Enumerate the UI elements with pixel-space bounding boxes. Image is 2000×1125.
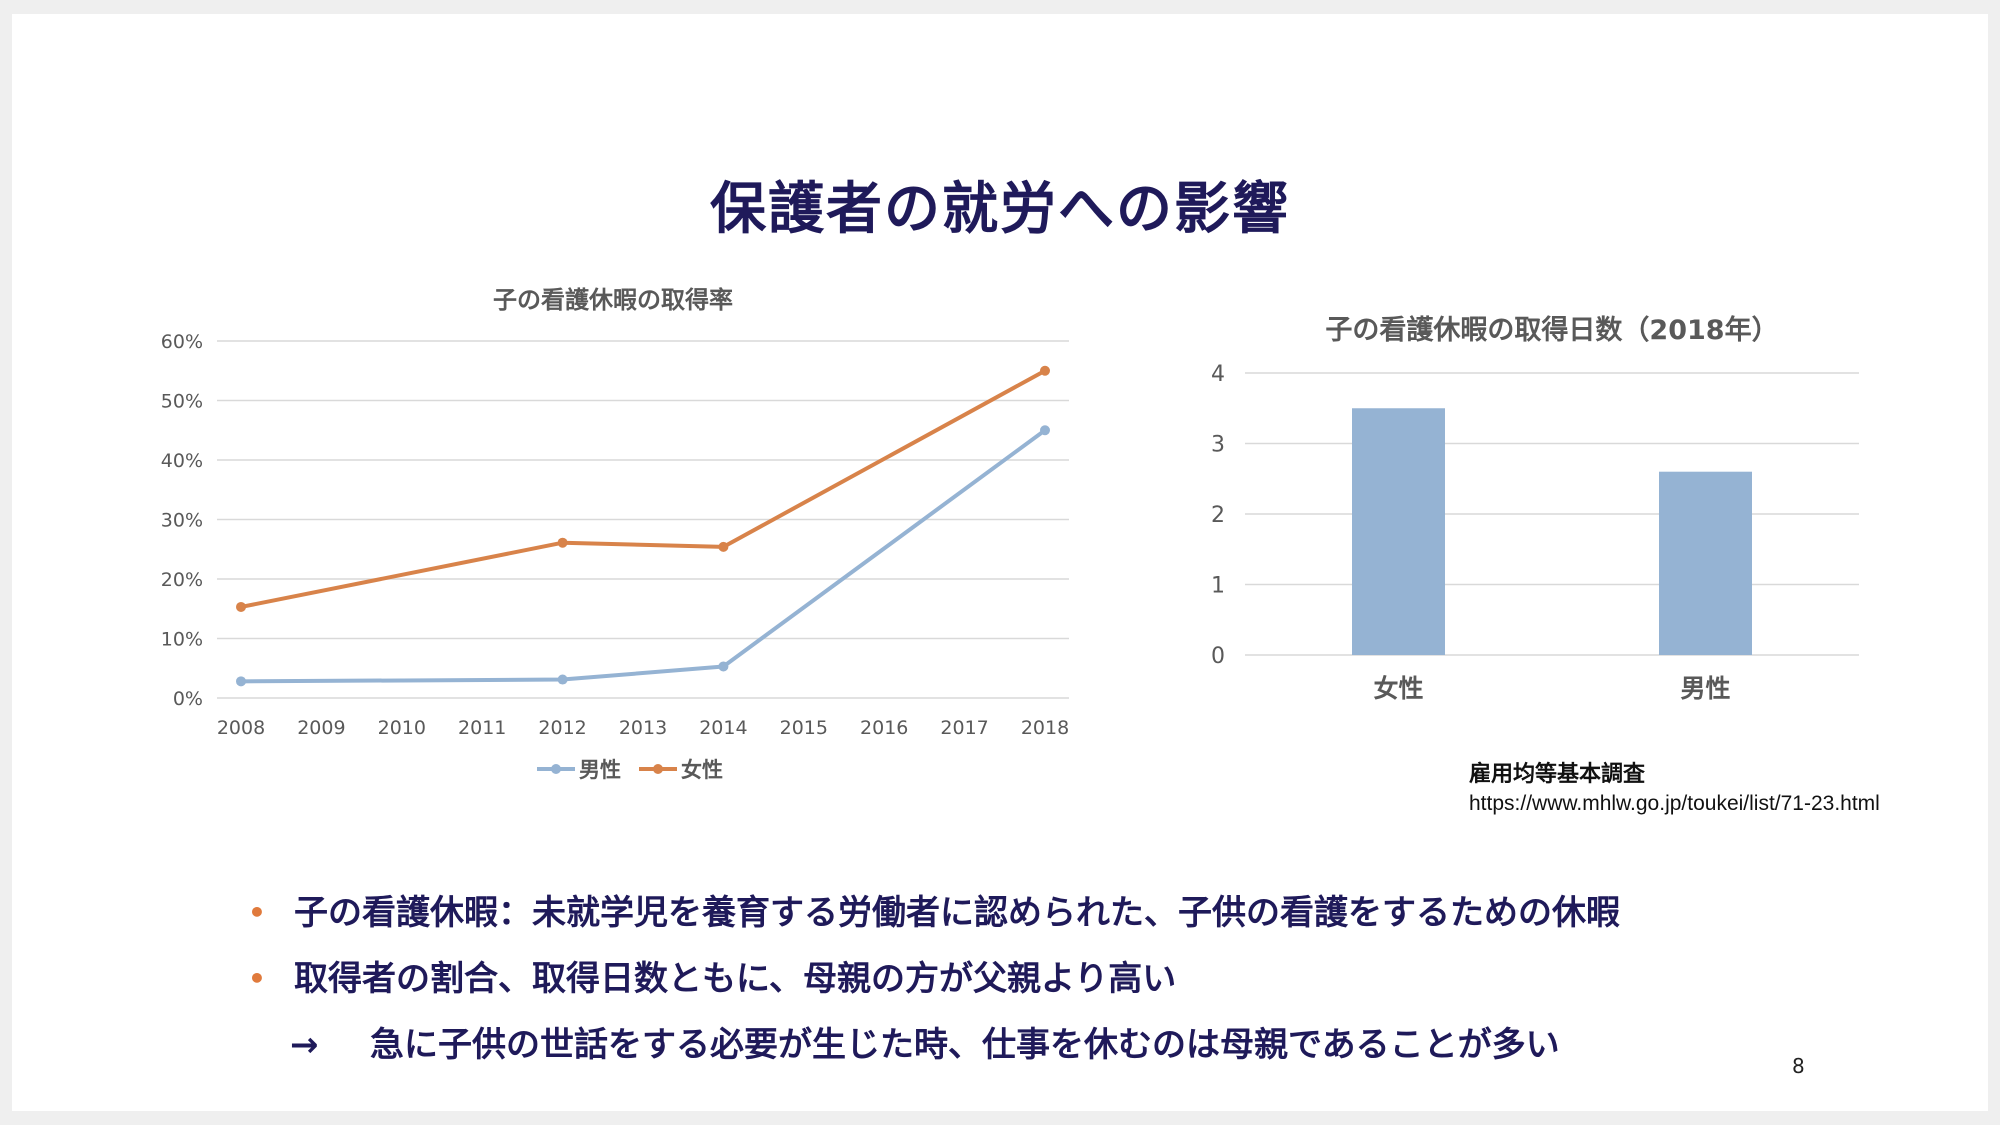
bar-chart-x-tick-label: 女性 [1373,674,1423,703]
source-name: 雇用均等基本調査 [1469,761,1646,786]
line-data-point [557,674,568,685]
bar-chart-title: 子の看護休暇の取得日数（2018年） [1325,314,1778,346]
line-data-point [1040,425,1050,436]
line-chart-y-tick-label: 0% [173,688,203,710]
line-series-female [240,368,1046,609]
line-chart-y-tick-label: 60% [161,331,203,353]
line-chart-y-tick-label: 30% [161,510,203,532]
slide-title: 保護者の就労への影響 [710,177,1290,242]
line-data-point [236,676,246,687]
line-data-point [718,661,729,672]
line-chart-x-tick-label: 2008 [217,717,265,739]
conclusion-text: 急に子供の世話をする必要が生じた時、仕事を休むのは母親であることが多い [370,1025,1560,1065]
legend-label: 男性 [579,758,621,782]
line-data-point [718,541,729,552]
conclusion-line: → 急に子供の世話をする必要が生じた時、仕事を休むのは母親であることが多い [242,1022,1620,1088]
bar-chart-y-tick-label: 2 [1211,503,1225,528]
bullet-text: 子の看護休暇：未就学児を養育する労働者に認められた、子供の看護をするための休暇 [294,893,1620,933]
bar [1659,471,1752,655]
line-chart-x-tick-label: 2013 [619,717,667,739]
bullet-item: • 子の看護休暇：未就学児を養育する労働者に認められた、子供の看護をするための休… [242,890,1620,956]
bullet-dot-icon: • [248,962,266,995]
line-chart-x-tick-label: 2017 [940,717,988,739]
bar-chart-y-tick-label: 1 [1211,574,1225,599]
line-chart-x-tick-label: 2012 [538,717,586,739]
bar-chart-y-tick-label: 0 [1211,644,1225,669]
line-chart-y-tick-label: 50% [161,391,203,413]
line-chart-x-tick-label: 2016 [860,717,908,739]
line-data-point [557,537,568,548]
bullet-list: • 子の看護休暇：未就学児を養育する労働者に認められた、子供の看護をするための休… [242,890,1620,1088]
line-data-point [236,601,246,612]
bullet-text: 取得者の割合、取得日数ともに、母親の方が父親より高い [294,959,1177,999]
legend-label: 女性 [681,758,723,782]
arrow-icon: → [290,1025,319,1065]
bullet-dot-icon: • [248,896,266,929]
page-number: 8 [1792,1054,1805,1078]
line-chart-x-tick-label: 2011 [458,717,506,739]
line-chart-title: 子の看護休暇の取得率 [493,286,733,314]
line-chart-y-tick-label: 40% [161,450,203,472]
bar-chart-x-tick-label: 男性 [1680,674,1730,703]
source-citation: 雇用均等基本調査 https://www.mhlw.go.jp/toukei/l… [1469,756,1880,816]
line-chart-y-tick-label: 10% [161,629,203,651]
line-chart-y-tick-label: 20% [161,569,203,591]
legend-marker [653,764,663,774]
line-chart-x-tick-label: 2018 [1021,717,1069,739]
bar-chart-y-tick-label: 3 [1211,433,1225,458]
line-chart-x-tick-label: 2009 [297,717,345,739]
bar-chart-y-tick-label: 4 [1211,362,1225,387]
slide: 保護者の就労への影響 子の看護休暇の取得率 0% 10% 20% 30% 40% 50% 60… [12,14,1988,1111]
line-series-male [240,428,1047,684]
legend-marker [551,764,561,774]
source-url[interactable]: https://www.mhlw.go.jp/toukei/list/71-23… [1469,792,1880,815]
bullet-item: • 取得者の割合、取得日数ともに、母親の方が父親より高い [242,956,1620,1022]
bar [1352,408,1445,655]
line-chart-x-tick-label: 2010 [378,717,426,739]
line-data-point [1040,365,1050,376]
line-chart-x-tick-label: 2014 [699,717,747,739]
line-chart-x-tick-label: 2015 [780,717,828,739]
